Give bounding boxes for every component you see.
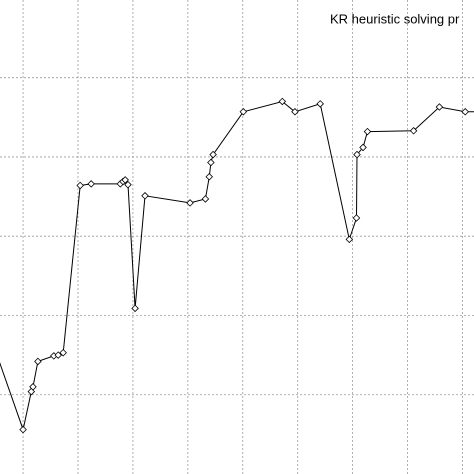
data-point xyxy=(19,425,27,434)
data-point xyxy=(363,127,372,136)
data-point xyxy=(239,107,248,116)
data-point xyxy=(27,387,36,396)
data-point xyxy=(278,97,287,106)
data-line xyxy=(0,100,474,432)
data-point xyxy=(461,107,469,116)
data-point xyxy=(201,195,210,203)
data-point xyxy=(29,383,37,391)
data-point xyxy=(316,100,324,108)
chart-title: KR heuristic solving pr xyxy=(330,11,460,26)
data-point xyxy=(291,107,299,116)
data-point xyxy=(435,103,444,111)
data-point xyxy=(352,214,361,222)
data-point xyxy=(141,192,149,200)
data-point xyxy=(209,150,217,159)
plot-area xyxy=(0,97,474,434)
data-point xyxy=(131,304,139,313)
data-point xyxy=(353,150,361,159)
data-point xyxy=(205,172,214,181)
data-point xyxy=(34,357,42,366)
data-point xyxy=(359,143,367,152)
data-point xyxy=(59,348,67,357)
data-point xyxy=(409,127,418,135)
data-point xyxy=(345,235,354,244)
data-point xyxy=(124,180,132,189)
data-point xyxy=(87,180,95,188)
data-point xyxy=(121,176,129,184)
data-point xyxy=(186,199,194,207)
data-point xyxy=(207,158,215,167)
data-point xyxy=(54,351,62,359)
data-point xyxy=(76,181,84,190)
